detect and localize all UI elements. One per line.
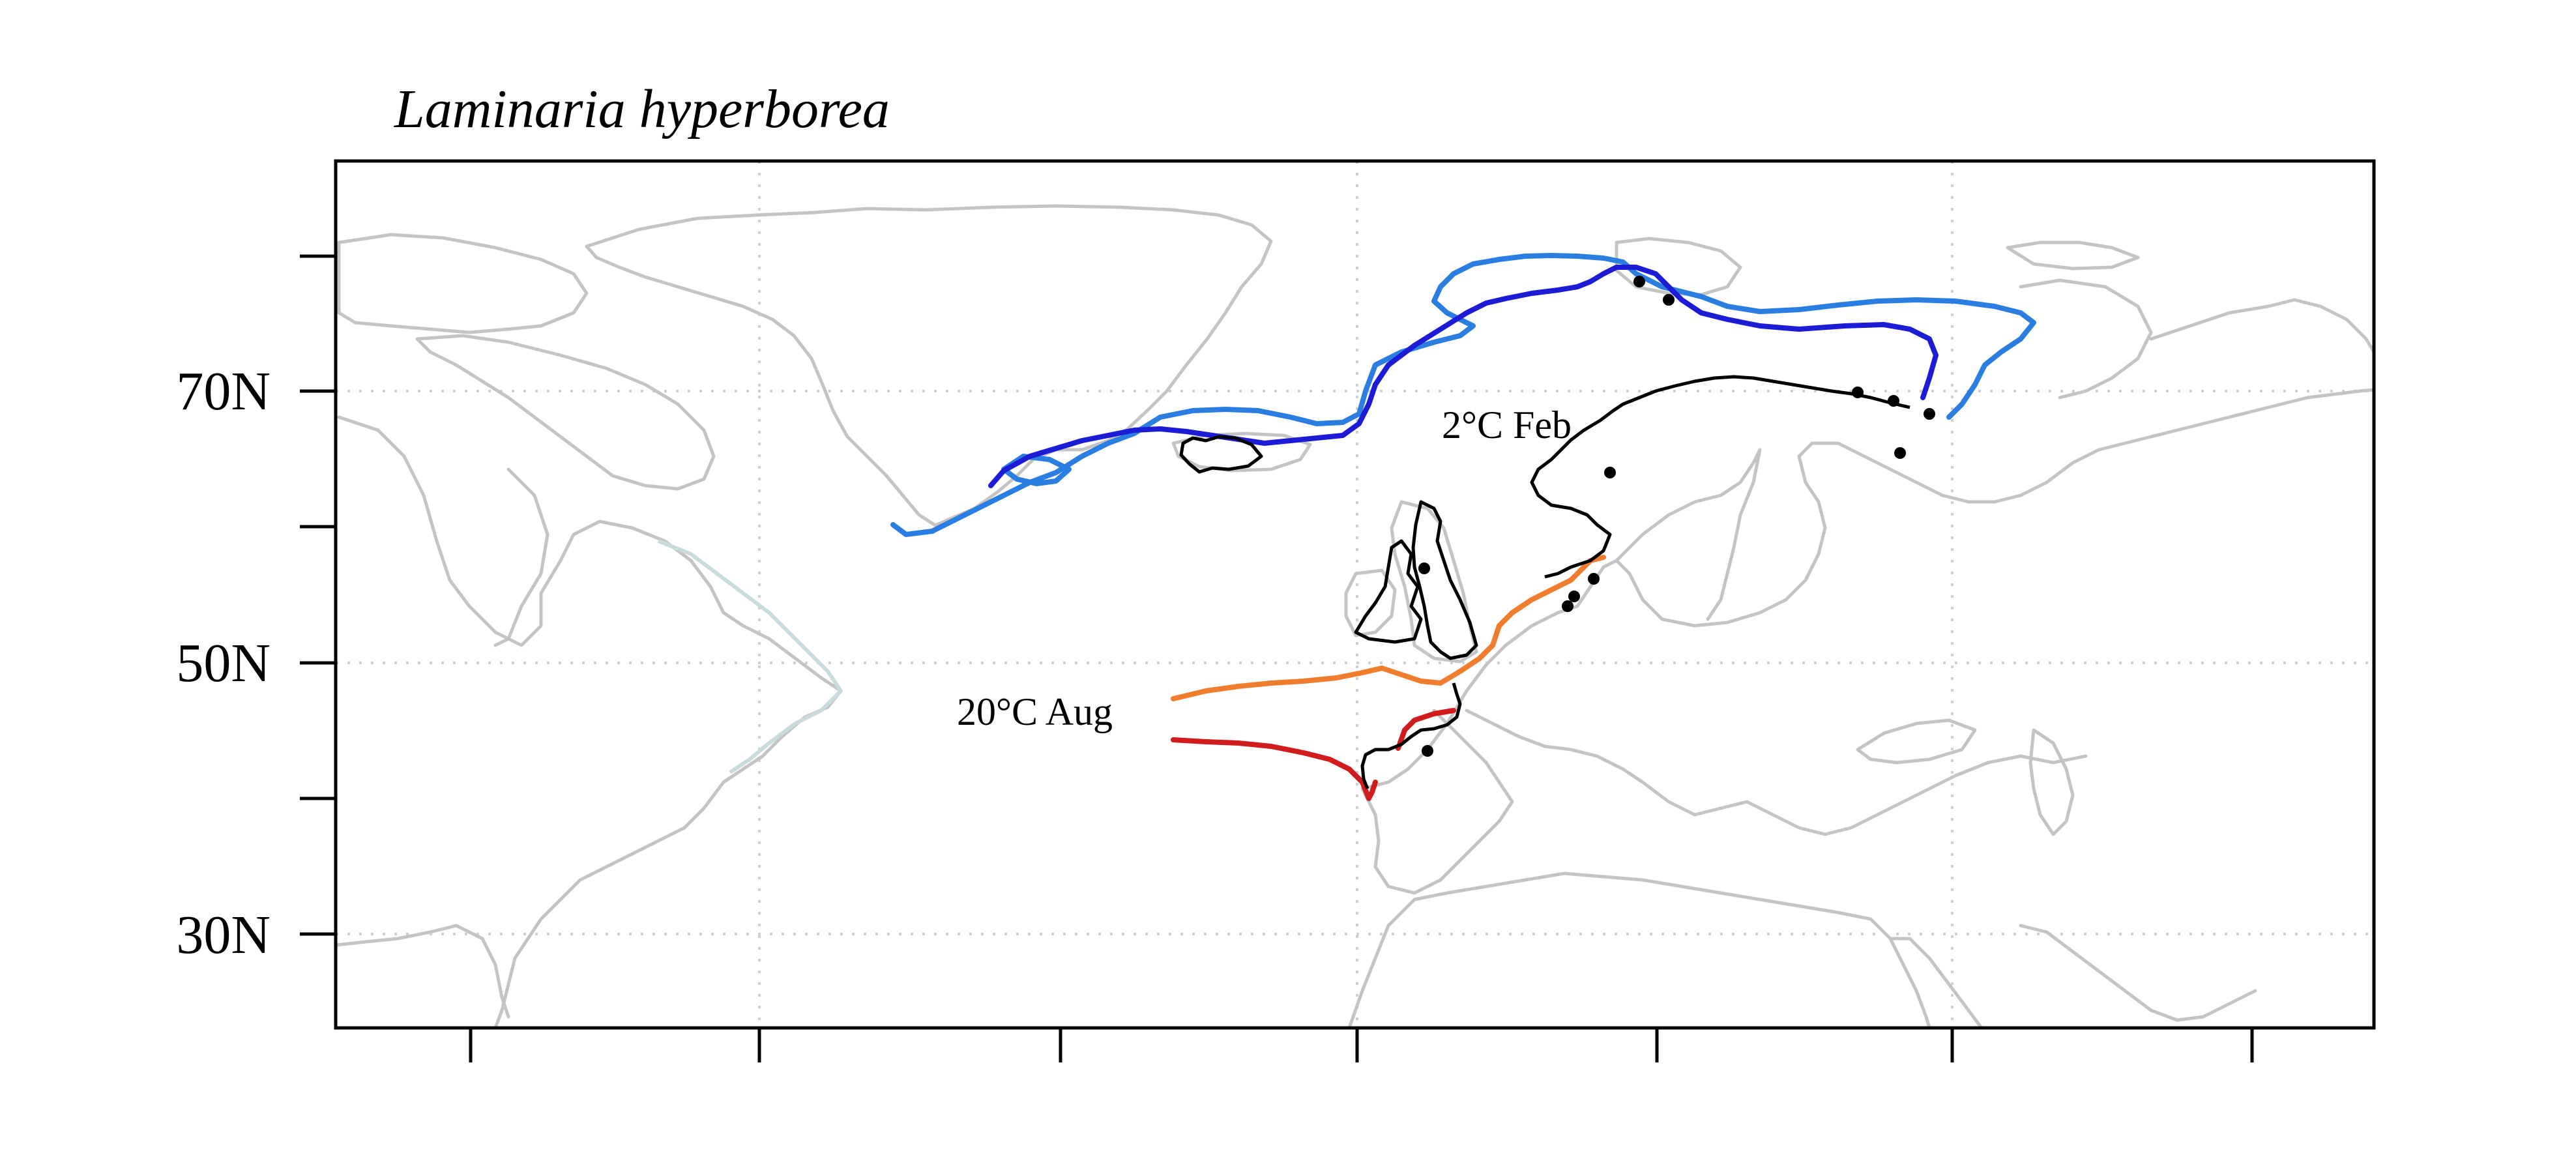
distribution-france-iberia	[1360, 682, 1462, 789]
isotherm-label-2c-feb: 2°C Feb	[1442, 403, 1572, 446]
coastline-arabia	[2019, 924, 2257, 1022]
record-point	[1568, 591, 1580, 602]
record-point	[1588, 573, 1600, 585]
y-tick-label: 70N	[176, 361, 271, 422]
coastline-iceland	[1171, 431, 1312, 473]
coastline-greenland	[585, 204, 1273, 527]
coastline-caspian	[2028, 728, 2075, 836]
y-axis: 70N 50N 30N	[176, 254, 336, 965]
coastline-siberia	[2149, 298, 2376, 354]
coastline-hudson-bay	[493, 467, 549, 647]
coastline-arctic-islands	[337, 233, 589, 334]
record-point	[1894, 447, 1906, 459]
isotherm-20c-aug-present	[1171, 555, 1606, 701]
record-point	[1852, 387, 1864, 398]
coastline-britain	[1390, 500, 1478, 664]
record-point	[1888, 395, 1899, 407]
isotherm-20c-aug-future-b	[1396, 708, 1456, 751]
record-point	[1562, 600, 1573, 612]
x-axis	[469, 1028, 2254, 1062]
distribution-uk-east	[1411, 500, 1478, 660]
species-distribution	[1179, 375, 1910, 789]
record-point	[1604, 467, 1616, 478]
y-tick-label: 30N	[176, 905, 271, 965]
coastline-europe	[1360, 388, 2376, 791]
coastline-franz-josef	[2006, 241, 2140, 270]
plot-area: 2°C Feb 20°C Aug	[334, 159, 2376, 1030]
coastline-iberia	[1360, 709, 1514, 895]
coastline-baltic	[1615, 448, 1762, 621]
record-point	[1422, 745, 1433, 757]
coastline-baffin	[415, 334, 716, 491]
coastline-novaya-zemlya	[2019, 278, 2153, 400]
map-title: Laminaria hyperborea	[394, 79, 890, 139]
coastline-mediterranean-north	[1465, 709, 2088, 836]
coastline-black-sea	[1856, 718, 1977, 765]
distribution-norway	[1530, 375, 1910, 579]
record-point	[1663, 294, 1675, 306]
occurrence-records	[1418, 276, 1935, 757]
graticule	[336, 161, 2374, 1028]
coastline-north-america	[337, 415, 843, 1030]
distribution-uk-west	[1354, 539, 1423, 644]
coastline-svalbard	[1615, 237, 1742, 297]
isotherm-lines	[890, 253, 2036, 801]
isotherm-label-20c-aug: 20°C Aug	[957, 690, 1113, 733]
distribution-iceland	[1179, 435, 1263, 474]
coastlines	[334, 204, 2376, 1030]
y-tick-label: 50N	[176, 633, 271, 694]
coastline-florida	[334, 924, 510, 1019]
isotherm-20c-aug-future	[1171, 737, 1378, 801]
coastline-red-sea	[1888, 937, 1983, 1030]
record-point	[1418, 563, 1430, 574]
record-point	[1924, 408, 1935, 420]
coastline-africa	[1347, 871, 1931, 1030]
record-point	[1633, 276, 1645, 287]
plot-frame	[334, 159, 2376, 1030]
isotherm-2c-feb-present	[890, 253, 2036, 537]
coastline-labrador	[657, 539, 843, 774]
isotherm-2c-feb-future	[988, 265, 1939, 488]
